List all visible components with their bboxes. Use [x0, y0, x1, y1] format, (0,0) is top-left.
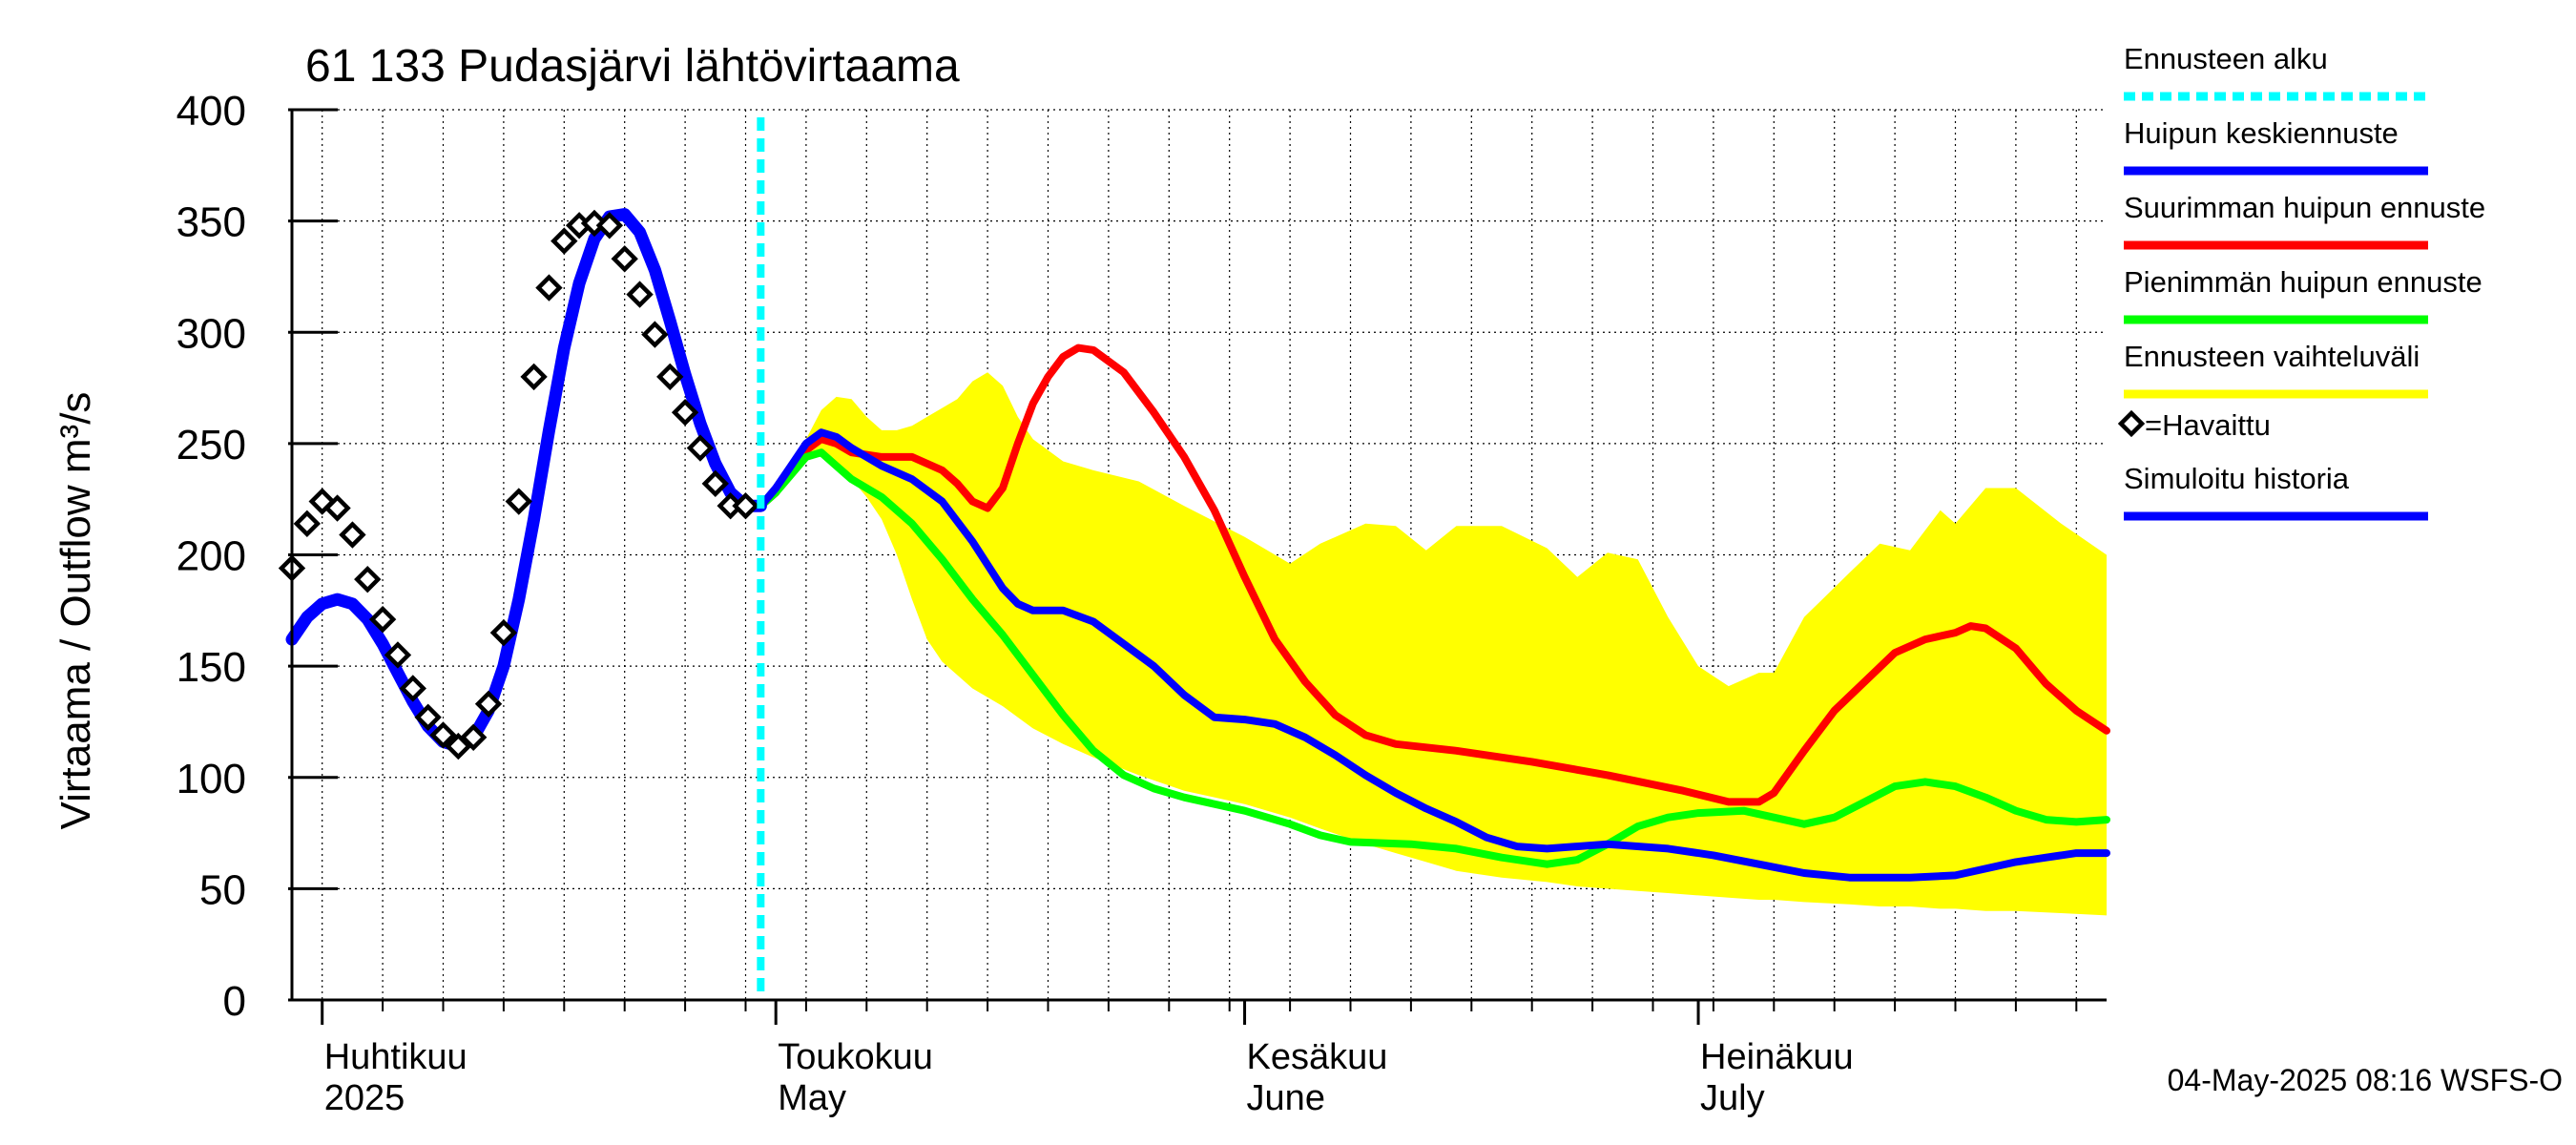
x-month-label-en: June [1247, 1078, 1325, 1118]
x-month-label-en: May [778, 1078, 846, 1118]
observed-point [474, 690, 503, 718]
chart-axes [288, 108, 2107, 1025]
x-month-label-fi: Huhtikuu [324, 1037, 467, 1077]
observed-point [460, 723, 488, 751]
y-tick-label: 400 [177, 88, 246, 135]
observed-markers-layer [278, 209, 759, 760]
y-tick-label: 50 [199, 866, 246, 913]
observed-point [414, 703, 442, 731]
y-tick-label: 200 [177, 533, 246, 580]
simulated-history-line [285, 208, 767, 753]
observed-point [429, 721, 457, 749]
observed-point [505, 488, 532, 515]
observed-point [339, 521, 366, 549]
observed-point [368, 605, 397, 634]
observed-point [354, 565, 382, 593]
x-month-label-en: July [1700, 1078, 1765, 1118]
observed-point [535, 274, 563, 302]
forecast-range-band [760, 372, 2107, 916]
observed-point [489, 618, 518, 647]
observed-point [701, 469, 729, 498]
observed-point [323, 494, 351, 522]
observed-point [626, 281, 654, 308]
observed-point [384, 641, 412, 669]
y-tick-label: 350 [177, 199, 246, 246]
legend-label: Suurimman huipun ennuste [2124, 191, 2485, 224]
chart-title: 61 133 Pudasjärvi lähtövirtaama [305, 41, 960, 92]
observed-point [551, 227, 578, 255]
mean-peak-forecast-line [757, 428, 2110, 882]
series-lines-layer [285, 208, 2110, 882]
y-axis-label: Virtaama / Outflow m³/s [52, 392, 99, 830]
legend-label: Ennusteen alku [2124, 42, 2328, 75]
legend-label: Huipun keskiennuste [2124, 116, 2399, 150]
x-month-label-en: 2025 [324, 1078, 405, 1118]
legend-label: Simuloitu historia [2124, 462, 2350, 495]
y-tick-label: 0 [223, 978, 246, 1025]
observed-point [520, 363, 548, 391]
observed-point [656, 363, 684, 391]
forecast-range-band-layer [760, 372, 2107, 916]
legend-label: Pienimmän huipun ennuste [2124, 265, 2483, 299]
x-month-label-fi: Kesäkuu [1247, 1037, 1388, 1077]
legend-label: =Havaittu [2145, 408, 2271, 442]
observed-point [732, 492, 759, 520]
x-month-label-fi: Toukokuu [778, 1037, 933, 1077]
y-tick-label: 100 [177, 756, 246, 802]
legend-swatch-observed [2117, 409, 2146, 438]
timestamp-footer: 04-May-2025 08:16 WSFS-O [2168, 1063, 2563, 1097]
observed-point [399, 675, 426, 702]
observed-point [671, 399, 699, 427]
observed-point [611, 245, 638, 273]
x-month-label-fi: Heinäkuu [1700, 1037, 1854, 1077]
observed-point [641, 321, 669, 348]
y-tick-labels: 0 50 100 150 200 250 300 350 400 [177, 88, 246, 1025]
min-peak-forecast-line [757, 448, 2110, 868]
legend: Ennusteen alku Huipun keskiennuste Suurimm… [2117, 42, 2485, 521]
max-peak-forecast-line [757, 344, 2110, 806]
observed-point [595, 212, 624, 239]
legend-label: Ennusteen vaihteluväli [2124, 340, 2420, 373]
observed-point [686, 434, 715, 462]
y-tick-label: 150 [177, 644, 246, 691]
y-tick-label: 300 [177, 310, 246, 357]
observed-point [293, 510, 322, 538]
y-tick-label: 250 [177, 422, 246, 468]
